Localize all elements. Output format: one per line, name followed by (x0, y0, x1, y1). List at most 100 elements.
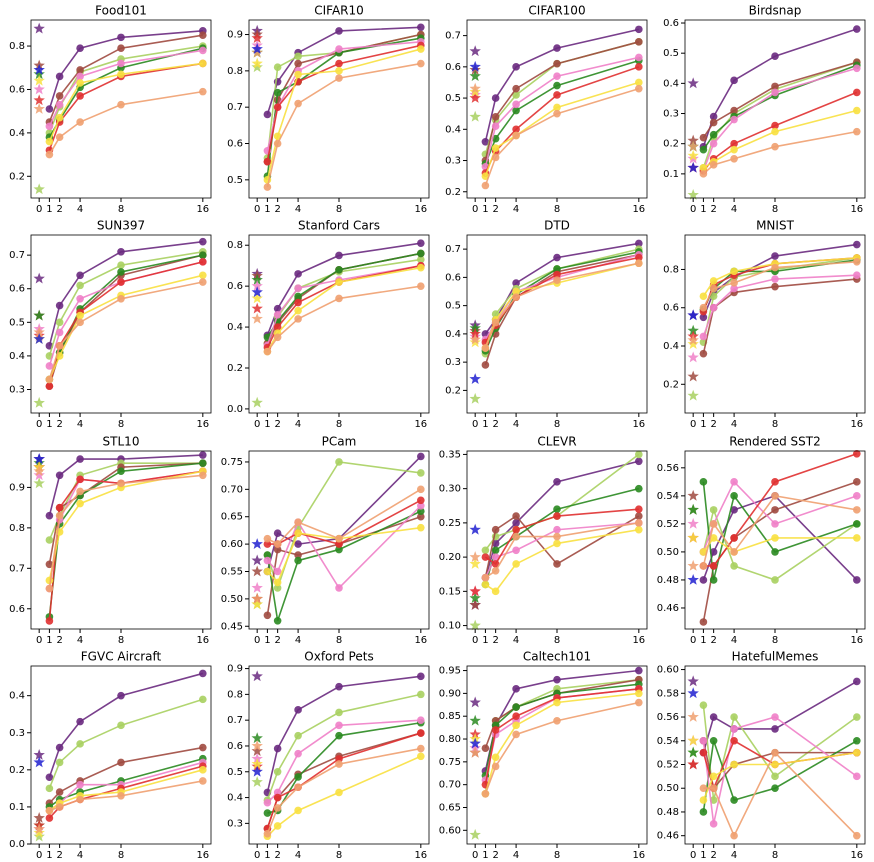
x-tick-label: 2 (274, 419, 280, 430)
x-tick-label: 1 (46, 419, 52, 430)
series-line (266, 693, 421, 801)
data-point (273, 822, 282, 830)
data-point (512, 519, 520, 527)
zero-shot-star (687, 334, 699, 346)
data-point (117, 758, 125, 767)
data-point (335, 708, 343, 717)
data-point (512, 91, 520, 99)
x-tick-label: 8 (554, 204, 560, 215)
x-tick-label: 1 (700, 635, 706, 646)
data-point (117, 479, 125, 488)
data-point (335, 682, 343, 691)
zero-shot-star (251, 396, 263, 408)
data-point (512, 703, 520, 711)
y-tick-label: 0.56 (657, 463, 679, 474)
data-point (55, 511, 64, 520)
data-point (45, 122, 54, 131)
data-point (294, 551, 302, 559)
series-line (266, 510, 422, 622)
y-tick-label: 0.4 (663, 341, 679, 352)
x-tick-label: 4 (731, 204, 737, 215)
data-point (512, 712, 520, 721)
y-tick-label: 0.70 (221, 484, 243, 495)
data-point (635, 38, 643, 46)
data-point (553, 478, 561, 486)
y-tick-label: 0.50 (657, 547, 679, 558)
zero-shot-star (687, 489, 699, 501)
data-point (294, 292, 302, 301)
x-tick-label: 4 (77, 635, 83, 646)
subplot: CIFAR10 0.5 0.6 0.7 0.8 0.9 0 1 2 4 8 16 (227, 4, 430, 215)
data-point (335, 534, 343, 543)
data-point (491, 122, 500, 130)
data-point (491, 113, 500, 121)
subplot-title: Food101 (95, 4, 147, 18)
y-tick-label: 0.3 (9, 384, 25, 395)
data-point (294, 749, 302, 758)
series-line (48, 49, 203, 127)
zero-shot-star (469, 523, 481, 535)
x-tick-label: 4 (295, 204, 301, 215)
zero-shot-star (33, 74, 45, 86)
axes-frame (684, 665, 866, 845)
data-point (199, 87, 207, 96)
y-tick-label: 0.6 (9, 604, 25, 615)
data-point (117, 295, 125, 303)
zero-shot-star (251, 57, 263, 69)
subplot: Food101 0.2 0.4 0.6 0.8 0 1 2 4 8 16 (9, 4, 212, 215)
data-point (771, 88, 779, 97)
x-tick-label: 16 (632, 204, 645, 215)
x-tick-label: 1 (482, 204, 488, 215)
y-tick-label: 0.4 (9, 691, 25, 702)
y-tick-label: 0.7 (9, 563, 25, 574)
x-tick-label: 0 (36, 635, 42, 646)
data-point (730, 831, 738, 840)
series-line (702, 507, 858, 581)
axes-frame (684, 19, 866, 199)
y-tick-label: 0.5 (227, 767, 243, 778)
data-point (699, 292, 708, 301)
data-point (699, 303, 708, 312)
subplot: SUN397 0.3 0.4 0.5 0.6 0.7 0 1 2 4 8 16 (9, 219, 212, 430)
x-tick-label: 16 (850, 204, 863, 215)
series-line (702, 64, 858, 151)
data-point (853, 736, 861, 745)
data-point (76, 455, 84, 463)
data-point (263, 534, 272, 543)
zero-shot-star (251, 581, 263, 593)
data-point (771, 275, 779, 283)
y-tick-label: 0.1 (663, 169, 679, 180)
data-point (273, 310, 282, 319)
x-tick-label: 8 (118, 419, 124, 430)
data-point (771, 142, 779, 151)
series-line (484, 701, 639, 795)
data-point (771, 784, 779, 793)
data-point (709, 506, 718, 514)
data-point (771, 492, 779, 500)
y-tick-label: 0.60 (657, 665, 679, 676)
y-tick-label: 0.5 (445, 93, 461, 104)
data-point (199, 471, 207, 480)
data-point (417, 501, 425, 510)
x-tick-label: 8 (336, 419, 342, 430)
data-point (55, 318, 64, 327)
y-tick-label: 0.52 (657, 759, 679, 770)
data-point (273, 540, 282, 548)
zero-shot-star (251, 745, 263, 756)
data-point (771, 52, 779, 61)
data-point (117, 691, 125, 700)
data-point (417, 690, 425, 699)
data-point (491, 153, 500, 162)
series-line (48, 62, 203, 151)
x-tick-label: 16 (414, 635, 427, 646)
data-point (699, 784, 708, 793)
data-point (512, 84, 520, 93)
subplot-title: DTD (544, 219, 570, 233)
subplot-title: Caltech101 (523, 650, 591, 664)
x-tick-label: 8 (554, 635, 560, 646)
data-point (45, 375, 54, 384)
y-tick-label: 0.9 (9, 482, 25, 493)
data-point (699, 133, 708, 142)
data-point (263, 157, 272, 166)
zero-shot-star (33, 326, 45, 338)
